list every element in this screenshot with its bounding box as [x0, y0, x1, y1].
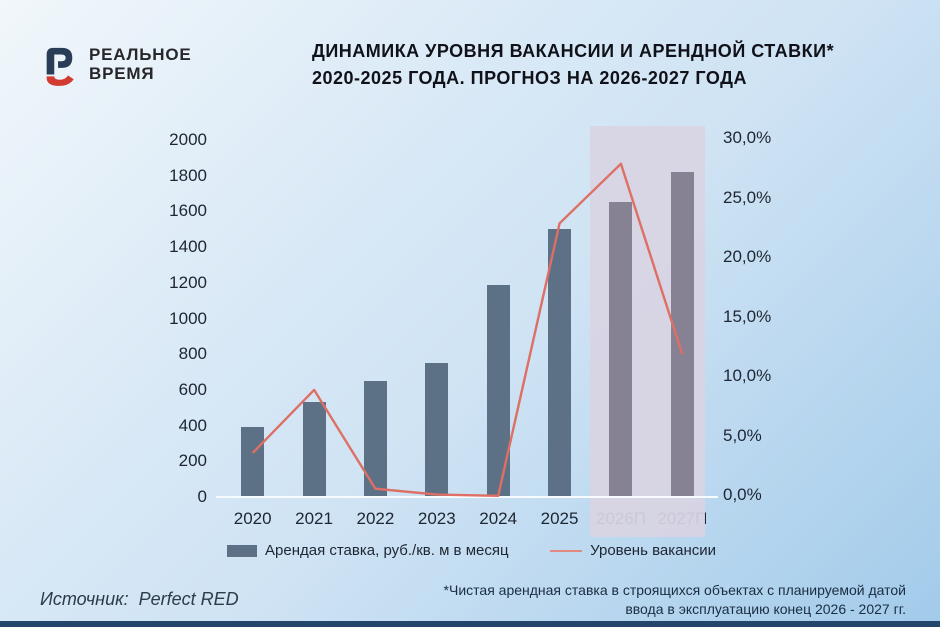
vacancy-line-chart	[251, 162, 684, 497]
legend-label-vacancy: Уровень вакансии	[590, 542, 716, 559]
x-axis-label-2024: 2024	[479, 509, 518, 528]
right-axis-tick-20,0%: 20,0%	[723, 247, 772, 266]
brand-name-line2: ВРЕМЯ	[89, 64, 155, 83]
right-axis-tick-30,0%: 30,0%	[723, 128, 772, 147]
bottom-accent-bar	[0, 621, 940, 627]
plot-area	[216, 126, 718, 537]
right-axis-tick-0,0%: 0,0%	[723, 485, 762, 504]
vacancy-line	[251, 162, 684, 497]
page-title-line1: ДИНАМИКА УРОВНЯ ВАКАНСИИ И АРЕНДНОЙ СТАВ…	[312, 41, 835, 61]
source-value: Perfect RED	[138, 589, 239, 609]
left-axis-tick-1200: 1200	[169, 272, 207, 292]
left-axis-tick-1800: 1800	[169, 165, 207, 185]
legend-item-vacancy: Уровень вакансии	[550, 542, 716, 559]
legend-item-rent-rate: Арендая ставка, руб./кв. м в месяц	[227, 542, 509, 559]
x-axis-label-2023: 2023	[417, 509, 456, 528]
footnote-line1: *Чистая арендная ставка в строящихся объ…	[443, 582, 906, 598]
right-axis-tick-5,0%: 5,0%	[723, 425, 762, 445]
bar-2025	[548, 229, 572, 497]
right-axis-tick-15,0%: 15,0%	[723, 306, 772, 326]
right-percent-axis: 30,0% 25,0% 20,0% 15,0% 10,0% 5,0% 0,0%	[723, 128, 803, 504]
legend-label-rent-rate: Арендая ставка, руб./кв. м в месяц	[265, 542, 509, 559]
brand-name: РЕАЛЬНОЕ ВРЕМЯ	[89, 45, 192, 83]
left-axis-tick-1600: 1600	[169, 201, 207, 221]
brand-name-line1: РЕАЛЬНОЕ	[89, 45, 192, 64]
left-axis-tick-0: 0	[197, 487, 207, 506]
bar-2022	[363, 380, 387, 497]
right-axis-tick-10,0%: 10,0%	[723, 366, 772, 385]
x-axis-label-2022: 2022	[356, 509, 395, 528]
bar-2027П	[670, 172, 694, 497]
x-axis-label-2020: 2020	[233, 509, 272, 528]
bar-2024	[486, 284, 510, 497]
brand-mark-icon	[46, 47, 74, 86]
source-label: Источник:	[40, 589, 129, 609]
right-axis-tick-25,0%: 25,0%	[723, 187, 772, 207]
left-value-axis: 2000 1800 1600 1400 1200 1000 800 600 400 200 0	[130, 130, 207, 506]
left-axis-tick-600: 600	[178, 379, 207, 399]
bar-2023	[425, 363, 449, 497]
left-axis-tick-1400: 1400	[169, 237, 207, 257]
bar-2020	[241, 427, 265, 497]
footnote: *Чистая арендная ставка в строящихся объ…	[406, 581, 906, 619]
realnoe-vremya-logo: РЕАЛЬНОЕ ВРЕМЯ	[40, 42, 192, 88]
left-axis-tick-200: 200	[178, 451, 207, 471]
source-note: Источник: Perfect RED	[40, 589, 239, 610]
x-axis-baseline	[216, 496, 718, 498]
x-axis-label-2025: 2025	[540, 509, 579, 528]
footnote-line2: ввода в эксплуатацию конец 2026 - 2027 г…	[625, 601, 906, 617]
left-axis-tick-2000: 2000	[169, 130, 207, 149]
page-title: ДИНАМИКА УРОВНЯ ВАКАНСИИ И АРЕНДНОЙ СТАВ…	[312, 38, 912, 92]
bar-series-swatch	[227, 544, 257, 557]
left-axis-tick-800: 800	[178, 344, 207, 364]
chart-legend: Арендая ставка, руб./кв. м в месяц Урове…	[227, 542, 716, 559]
page-title-line2: 2020-2025 ГОДА. ПРОГНОЗ НА 2026-2027 ГОД…	[312, 68, 747, 88]
left-axis-tick-1000: 1000	[169, 308, 207, 328]
x-axis-label-2021: 2021	[295, 509, 333, 528]
bar-2021	[302, 402, 326, 497]
line-series-swatch	[550, 549, 583, 552]
bar-2026П	[609, 202, 633, 497]
left-axis-tick-400: 400	[178, 415, 207, 435]
